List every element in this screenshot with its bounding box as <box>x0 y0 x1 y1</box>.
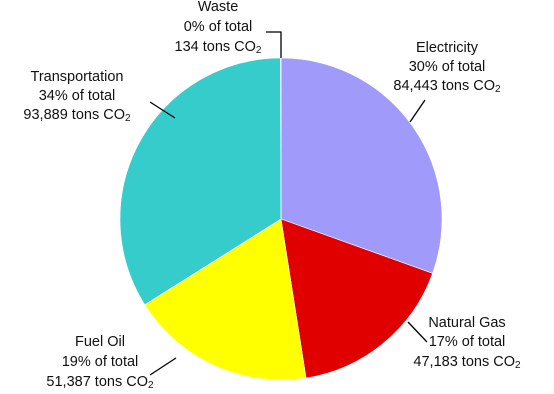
leader-lines <box>149 31 428 376</box>
label-transportation: Transportation 34% of total 93,889 tons … <box>23 69 131 124</box>
label-electricity-percent: 30% of total <box>409 59 486 75</box>
pie-slices <box>119 57 443 381</box>
label-electricity-name: Electricity <box>416 40 479 56</box>
label-transportation-value: 93,889 tons CO2 <box>23 107 131 124</box>
label-fuel-oil: Fuel Oil 19% of total 51,387 tons CO2 <box>46 334 154 391</box>
leader-line-natural-gas <box>407 321 428 343</box>
label-natural-gas-value: 47,183 tons CO2 <box>413 354 521 371</box>
slice-fuel-oil <box>144 218 307 381</box>
leader-line-electricity <box>409 99 426 123</box>
label-natural-gas-name: Natural Gas <box>428 315 505 331</box>
label-waste-name: Waste <box>198 0 239 15</box>
label-natural-gas-percent: 17% of total <box>429 334 506 350</box>
label-natural-gas: Natural Gas 17% of total 47,183 tons CO2 <box>413 315 521 371</box>
label-fuel-oil-name: Fuel Oil <box>75 334 125 350</box>
label-electricity: Electricity 30% of total 84,443 tons CO2 <box>393 40 501 95</box>
label-waste-value: 134 tons CO2 <box>175 39 262 56</box>
label-fuel-oil-value: 51,387 tons CO2 <box>46 374 154 391</box>
label-transportation-name: Transportation <box>31 69 124 85</box>
leader-line-transportation <box>149 101 176 119</box>
label-fuel-oil-percent: 19% of total <box>62 354 139 370</box>
label-waste-percent: 0% of total <box>184 19 253 35</box>
label-electricity-value: 84,443 tons CO2 <box>393 78 501 95</box>
leader-line-fuel-oil <box>149 357 177 376</box>
slice-natural-gas <box>280 218 433 379</box>
leader-line-waste <box>266 31 282 58</box>
slice-electricity <box>280 57 443 274</box>
slice-transportation <box>119 57 282 306</box>
label-waste: Waste 0% of total 134 tons CO2 <box>175 0 262 56</box>
label-transportation-percent: 34% of total <box>39 88 116 104</box>
